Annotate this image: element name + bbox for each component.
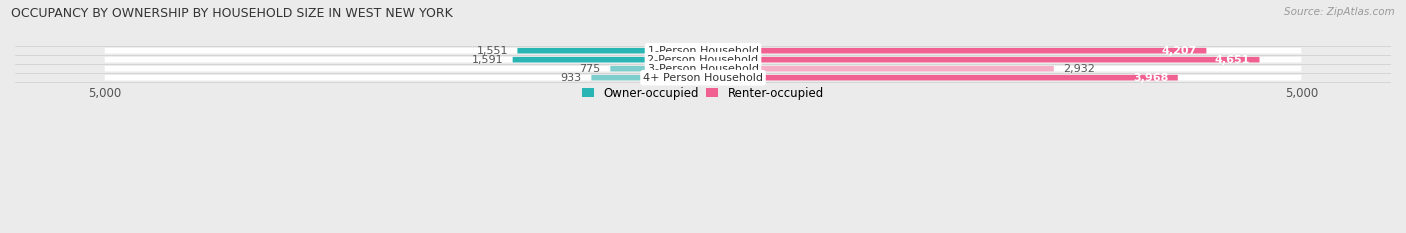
FancyBboxPatch shape xyxy=(703,57,1260,62)
Text: 933: 933 xyxy=(561,73,582,83)
FancyBboxPatch shape xyxy=(513,57,703,62)
FancyBboxPatch shape xyxy=(104,48,1302,54)
FancyBboxPatch shape xyxy=(703,66,1054,72)
Text: 4+ Person Household: 4+ Person Household xyxy=(643,73,763,83)
FancyBboxPatch shape xyxy=(610,66,703,72)
FancyBboxPatch shape xyxy=(104,57,1302,62)
Text: 1,551: 1,551 xyxy=(477,46,508,56)
FancyBboxPatch shape xyxy=(104,66,1302,72)
Text: 3,968: 3,968 xyxy=(1133,73,1168,83)
Text: 1,591: 1,591 xyxy=(471,55,503,65)
FancyBboxPatch shape xyxy=(517,48,703,54)
FancyBboxPatch shape xyxy=(703,48,1206,54)
Text: OCCUPANCY BY OWNERSHIP BY HOUSEHOLD SIZE IN WEST NEW YORK: OCCUPANCY BY OWNERSHIP BY HOUSEHOLD SIZE… xyxy=(11,7,453,20)
Text: 3-Person Household: 3-Person Household xyxy=(648,64,758,74)
Text: Source: ZipAtlas.com: Source: ZipAtlas.com xyxy=(1284,7,1395,17)
Text: 4,651: 4,651 xyxy=(1215,55,1250,65)
Text: 775: 775 xyxy=(579,64,600,74)
FancyBboxPatch shape xyxy=(104,75,1302,80)
FancyBboxPatch shape xyxy=(592,75,703,80)
Text: 2-Person Household: 2-Person Household xyxy=(647,55,759,65)
Text: 1-Person Household: 1-Person Household xyxy=(648,46,758,56)
Legend: Owner-occupied, Renter-occupied: Owner-occupied, Renter-occupied xyxy=(578,82,828,104)
Text: 4,207: 4,207 xyxy=(1161,46,1197,56)
FancyBboxPatch shape xyxy=(703,75,1178,80)
Text: 2,932: 2,932 xyxy=(1063,64,1095,74)
